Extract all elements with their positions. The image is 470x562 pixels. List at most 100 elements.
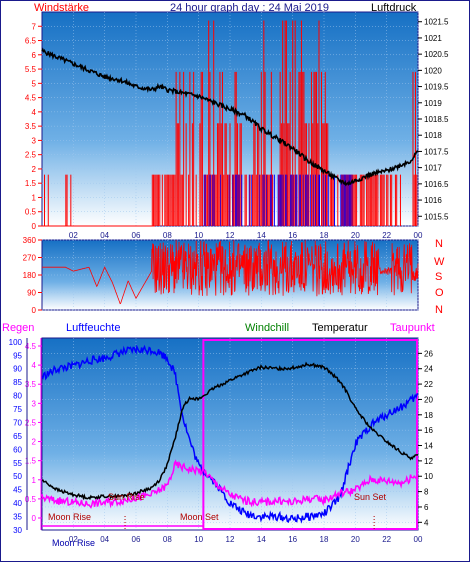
y2-tick-label: 1021 [424,34,442,43]
wind-pressure-marks [41,20,419,227]
regen-tick-label: 2.5 [25,418,37,427]
temperature-marks [41,339,419,530]
humidity-tick-label: 95 [13,351,22,360]
x-tick-label: 20 [351,535,360,544]
regen-tick-label: 0.5 [25,495,37,504]
y-tick-label: 2.5 [25,151,37,160]
y-tick-label: 5 [32,79,37,88]
regen-tick-label: 4 [32,361,37,370]
regen-tick-label: 4.5 [25,342,37,351]
y2-tick-label: 1017.5 [424,147,449,156]
y2-tick-label: 24 [424,365,433,374]
y2-tick-label: 26 [424,349,433,358]
x-tick-label: 16 [288,535,297,544]
y2-tick-label: 1017 [424,164,442,173]
y-tick-label: 360 [23,236,37,245]
compass-letter: N [435,238,443,250]
regen-tick-label: 1.5 [25,457,37,466]
x-tick-label: 06 [132,535,141,544]
regen-label: Regen [2,322,34,334]
y2-tick-label: 14 [424,442,433,451]
sun-rise-label: Sun Rise [108,492,145,502]
regen-tick-label: 3 [32,399,37,408]
y-tick-label: 4 [32,108,37,117]
x-tick-label: 08 [163,231,172,240]
x-tick-label: 12 [226,535,235,544]
x-tick-label: 20 [351,231,360,240]
y2-tick-label: 1019.5 [424,83,449,92]
y2-tick-label: 8 [424,488,429,497]
wind-direction-axes: 0 90 180 270 360 [23,236,42,315]
y-tick-label: 1 [32,193,37,202]
regen-tick-label: 0 [32,514,37,523]
taupunkt-label: Taupunkt [390,322,435,334]
y-tick-label: 7 [32,22,37,31]
wind-direction-marks [42,239,419,305]
pressure-line [41,47,419,187]
y-tick-label: 2 [32,165,37,174]
x-tick-label: 04 [100,535,109,544]
x-tick-label: 14 [257,535,266,544]
y2-tick-label: 20 [424,395,433,404]
temperature-axes: 4681012141618202224263035404550556065707… [9,338,434,544]
y2-tick-label: 1018.5 [424,115,449,124]
humidity-tick-label: 70 [13,418,22,427]
x-tick-label: 16 [288,231,297,240]
x-tick-label: 00 [414,535,423,544]
humidity-tick-label: 50 [13,472,22,481]
y2-tick-label: 1015.5 [424,212,449,221]
y-tick-label: 4.5 [25,94,37,103]
y2-tick-label: 18 [424,411,433,420]
humidity-tick-label: 35 [13,513,22,522]
moon-rise-label: Moon Rise [48,512,91,522]
y2-tick-label: 22 [424,380,433,389]
windstaerke-label: Windstärke [34,2,89,14]
y-tick-label: 3.5 [25,122,37,131]
y-tick-label: 0 [32,222,37,231]
x-tick-label: 18 [320,231,329,240]
compass-letter: O [435,287,444,299]
dewpoint-line [41,459,419,509]
x-tick-label: 22 [382,535,391,544]
x-tick-label: 10 [194,231,203,240]
y-tick-label: 5.5 [25,65,37,74]
y2-tick-label: 12 [424,457,433,466]
compass-letter: S [435,271,442,283]
x-tick-label: 02 [69,231,78,240]
graph-title: 24 hour graph day : 24 Mai 2019 [170,2,329,14]
y-tick-label: 6 [32,51,37,60]
y2-tick-label: 1021.5 [424,18,449,27]
humidity-tick-label: 80 [13,392,22,401]
humidity-tick-label: 55 [13,459,22,468]
compass-letter: N [435,304,443,316]
y-tick-label: 270 [23,254,37,263]
humidity-tick-label: 75 [13,405,22,414]
regen-tick-label: 3.5 [25,380,37,389]
y2-tick-label: 1018 [424,131,442,140]
y-tick-label: 3 [32,136,37,145]
humidity-tick-label: 85 [13,378,22,387]
moon-set-label: Moon Set [180,512,219,522]
x-tick-label: 10 [194,535,203,544]
humidity-tick-label: 30 [13,526,22,535]
sun-set-label: Sun Set [354,492,387,502]
x-tick-label: 06 [132,231,141,240]
y2-tick-label: 1016.5 [424,180,449,189]
x-tick-label: 00 [414,231,423,240]
x-tick-label: 12 [226,231,235,240]
luftdruck-label: Luftdruck [371,2,417,14]
x-tick-label: 08 [163,535,172,544]
x-tick-label: 04 [100,231,109,240]
compass-letter: W [434,256,445,268]
x-tick-label: 02 [69,535,78,544]
humidity-tick-label: 40 [13,499,22,508]
humidity-tick-label: 60 [13,445,22,454]
y2-tick-label: 16 [424,426,433,435]
luftfeuchte-label: Luftfeuchte [66,322,120,334]
x-tick-label: 14 [257,231,266,240]
wind-pressure-axes: 00.511.522.533.544.555.566.571015.510161… [25,18,449,240]
y-tick-label: 1.5 [25,179,37,188]
regen-tick-label: 1 [32,476,37,485]
temperature-line [41,361,419,501]
